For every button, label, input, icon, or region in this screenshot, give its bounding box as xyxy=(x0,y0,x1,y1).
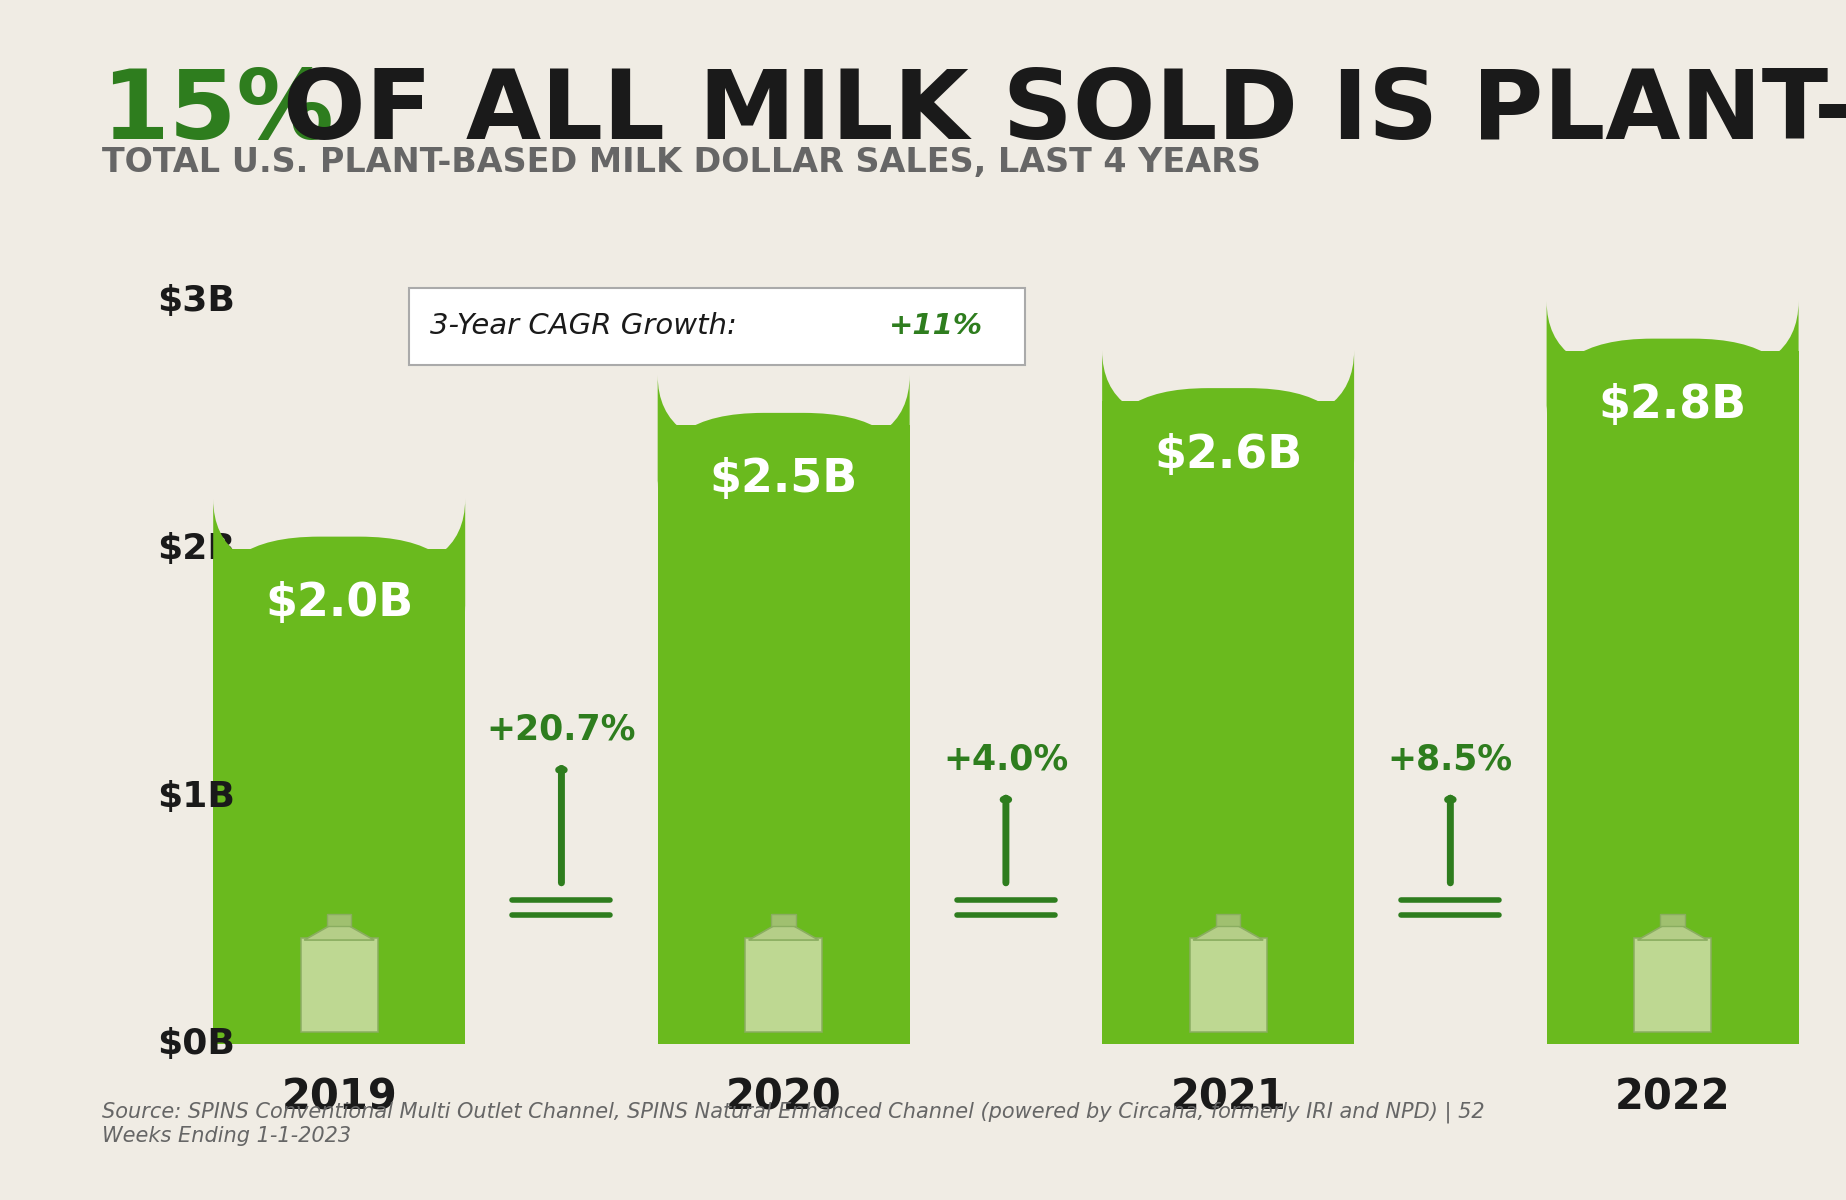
Text: $2B: $2B xyxy=(157,532,234,566)
Text: $2.5B: $2.5B xyxy=(709,457,858,503)
FancyBboxPatch shape xyxy=(1102,350,1355,463)
Text: TOTAL U.S. PLANT-BASED MILK DOLLAR SALES, LAST 4 YEARS: TOTAL U.S. PLANT-BASED MILK DOLLAR SALES… xyxy=(102,146,1261,179)
Text: $1B: $1B xyxy=(157,780,234,814)
FancyBboxPatch shape xyxy=(1634,937,1711,1032)
Text: $2.0B: $2.0B xyxy=(266,581,414,626)
Text: $2.6B: $2.6B xyxy=(1154,433,1301,478)
FancyBboxPatch shape xyxy=(746,937,821,1032)
Text: Source: SPINS Conventional Multi Outlet Channel, SPINS Natural Enhanced Channel : Source: SPINS Conventional Multi Outlet … xyxy=(102,1102,1484,1146)
Text: $2.8B: $2.8B xyxy=(1599,383,1746,428)
Polygon shape xyxy=(749,920,818,940)
Text: 2022: 2022 xyxy=(1615,1076,1730,1118)
FancyBboxPatch shape xyxy=(1547,350,1798,1044)
FancyBboxPatch shape xyxy=(214,499,465,612)
FancyBboxPatch shape xyxy=(657,425,910,1044)
Polygon shape xyxy=(305,920,375,940)
FancyBboxPatch shape xyxy=(772,914,796,926)
Text: 2021: 2021 xyxy=(1170,1076,1287,1118)
Text: $0B: $0B xyxy=(157,1027,234,1061)
Text: 3-Year CAGR Growth:: 3-Year CAGR Growth: xyxy=(430,312,746,341)
Text: $3B: $3B xyxy=(157,284,234,318)
FancyBboxPatch shape xyxy=(214,550,465,1044)
Text: +4.0%: +4.0% xyxy=(943,743,1069,776)
Polygon shape xyxy=(1637,920,1708,940)
Text: 15%: 15% xyxy=(102,66,334,158)
Text: +8.5%: +8.5% xyxy=(1388,743,1514,776)
FancyBboxPatch shape xyxy=(657,376,910,487)
Text: +20.7%: +20.7% xyxy=(487,713,637,746)
Text: OF ALL MILK SOLD IS PLANT-BASED MILK: OF ALL MILK SOLD IS PLANT-BASED MILK xyxy=(249,66,1846,158)
Text: 2020: 2020 xyxy=(725,1076,842,1118)
Text: 2019: 2019 xyxy=(281,1076,397,1118)
Text: +11%: +11% xyxy=(888,312,982,341)
FancyBboxPatch shape xyxy=(327,914,351,926)
FancyBboxPatch shape xyxy=(410,288,1025,365)
FancyBboxPatch shape xyxy=(1189,937,1266,1032)
FancyBboxPatch shape xyxy=(1102,401,1355,1044)
Polygon shape xyxy=(1193,920,1263,940)
FancyBboxPatch shape xyxy=(1547,301,1798,414)
FancyBboxPatch shape xyxy=(1217,914,1241,926)
FancyBboxPatch shape xyxy=(1660,914,1685,926)
FancyBboxPatch shape xyxy=(301,937,378,1032)
